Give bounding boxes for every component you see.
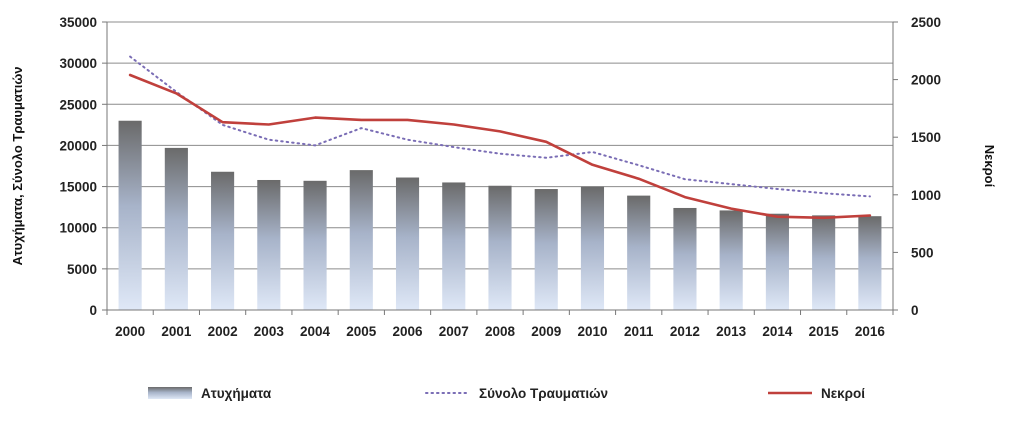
x-tick-label: 2013 [716, 324, 747, 339]
x-tick-label: 2006 [393, 324, 424, 339]
series-line [128, 73, 872, 220]
legend: Ατυχήματα Σύνολο Τραυματιών Νεκροί [148, 386, 865, 401]
legend-label: Σύνολο Τραυματιών [479, 386, 608, 401]
x-tick-label: 2014 [762, 324, 793, 339]
y-tick-label: 20000 [59, 138, 97, 153]
bar [164, 147, 188, 310]
legend-label: Νεκροί [821, 386, 865, 401]
y-tick-label: 5000 [67, 262, 97, 277]
y-tick-label: 0 [89, 303, 97, 318]
bar [303, 180, 327, 310]
x-tick-label: 2001 [161, 324, 192, 339]
y-tick-label: 15000 [59, 180, 97, 195]
bar [488, 185, 512, 310]
bar [673, 207, 697, 310]
y2-tick-label: 1500 [911, 130, 941, 145]
series-line [129, 55, 871, 198]
bar [858, 216, 882, 310]
x-tick-label: 2011 [624, 324, 654, 339]
y2-axis-title: Νεκροί [982, 145, 997, 188]
bar [257, 179, 281, 310]
bar [442, 182, 466, 310]
bar [580, 186, 605, 310]
x-tick-label: 2009 [531, 324, 561, 339]
axes [102, 21, 898, 315]
y2-tick-label: 2000 [911, 73, 941, 88]
bar [719, 210, 743, 310]
x-tick-label: 2000 [115, 324, 145, 339]
y2-tick-label: 2500 [911, 15, 941, 30]
bar [534, 189, 558, 310]
bar [211, 171, 235, 310]
x-tick-label: 2010 [577, 324, 607, 339]
x-tick-label: 2005 [346, 324, 377, 339]
line-series [128, 55, 872, 220]
bar [812, 215, 836, 310]
tick-labels: 0 5000 10000 15000 20000 25000 30000 35000 0 500 1… [59, 15, 941, 339]
bar-series [118, 120, 882, 310]
x-tick-label: 2012 [670, 324, 700, 339]
x-tick-label: 2016 [855, 324, 886, 339]
bar [349, 170, 373, 310]
x-tick-label: 2008 [485, 324, 516, 339]
legend-label: Ατυχήματα [201, 386, 272, 401]
x-tick-label: 2004 [300, 324, 331, 339]
bar [765, 213, 789, 310]
bar [627, 195, 651, 310]
y-tick-label: 25000 [59, 97, 97, 112]
y2-tick-label: 0 [911, 303, 919, 318]
y2-tick-label: 1000 [911, 188, 941, 203]
x-tick-label: 2015 [809, 324, 840, 339]
y-tick-label: 10000 [59, 221, 97, 236]
bar [118, 120, 142, 310]
y-tick-label: 35000 [59, 15, 97, 30]
bar [395, 177, 420, 310]
y2-tick-label: 500 [911, 245, 934, 260]
y-tick-label: 30000 [59, 56, 97, 71]
y-axis-title: Ατυχήματα, Σύνολο Τραυματιών [10, 66, 25, 265]
x-tick-label: 2002 [208, 324, 238, 339]
x-tick-label: 2003 [254, 324, 285, 339]
x-tick-label: 2007 [439, 324, 469, 339]
legend-swatch-bar [148, 387, 192, 399]
